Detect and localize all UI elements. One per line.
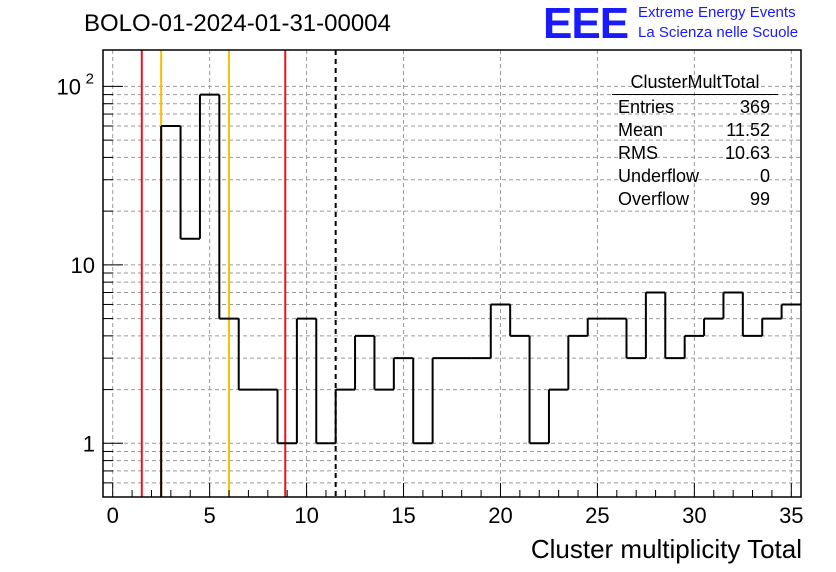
stats-value: 0 [759,166,770,186]
x-tick-label: 10 [294,503,318,528]
logo-line-2: La Scienza nelle Scuole [638,24,799,41]
stats-row-overflow: Overflow 99 [612,188,778,211]
stats-value: 369 [739,97,770,117]
stats-row-entries: Entries 369 [612,96,778,119]
x-tick-label: 20 [488,503,512,528]
y-tick-label: 10 [71,253,95,278]
x-tick-label: 30 [682,503,706,528]
stats-label: Overflow [618,189,690,209]
stats-row-mean: Mean 11.52 [612,119,778,142]
stats-label: RMS [618,143,658,163]
stats-row-rms: RMS 10.63 [612,142,778,165]
x-tick-label: 5 [204,503,216,528]
stats-value: 99 [749,189,770,209]
x-tick-label: 25 [585,503,609,528]
y-tick-label: 10 [57,74,81,99]
run-title: BOLO-01-2024-01-31-00004 [84,10,391,37]
stats-box-title: ClusterMultTotal [612,72,778,95]
logo-line-1: Extreme Energy Events [638,4,796,21]
stats-label: Mean [618,120,664,140]
x-tick-label: 15 [391,503,415,528]
stats-label: Underflow [618,166,700,186]
stats-label: Entries [618,97,675,117]
stats-value: 11.52 [726,120,770,140]
x-axis-label: Cluster multiplicity Total [530,534,802,564]
stats-row-underflow: Underflow 0 [612,165,778,188]
stats-box: ClusterMultTotal Entries 369 Mean 11.52 RM… [612,72,778,211]
y-tick-label-exponent: 2 [86,70,94,87]
stats-value: 10.63 [724,143,770,163]
x-tick-label: 35 [779,503,803,528]
eee-logo: EEE [543,0,629,48]
y-tick-label: 1 [83,431,95,456]
x-tick-label: 0 [107,503,119,528]
